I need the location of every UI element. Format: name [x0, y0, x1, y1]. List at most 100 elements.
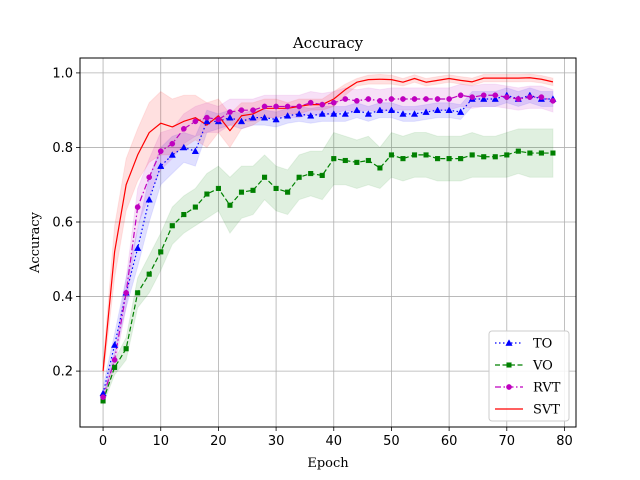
- marker-to: [387, 106, 396, 113]
- marker-rvt: [330, 99, 337, 106]
- marker-rvt: [227, 109, 233, 115]
- marker-vo: [365, 157, 371, 164]
- marker-to: [226, 113, 234, 121]
- marker-vo: [262, 174, 268, 180]
- marker-vo: [504, 152, 510, 158]
- marker-rvt: [238, 107, 245, 114]
- marker-rvt: [169, 140, 176, 147]
- legend-label-rvt: RVT: [533, 381, 561, 396]
- marker-to: [145, 195, 153, 203]
- axis-ticks: 0 10 20 30 40 50 60 70 80 0.2 0.4 0.6 0.8 1.0: [52, 66, 572, 449]
- legend-label-svt: SVT: [533, 403, 560, 418]
- legend-label-vo: VO: [532, 359, 553, 374]
- marker-to: [157, 162, 165, 169]
- marker-to: [341, 110, 349, 117]
- marker-rvt: [503, 94, 510, 100]
- marker-to: [260, 113, 269, 121]
- y-tick-label: 0.8: [52, 141, 73, 156]
- marker-to: [491, 95, 499, 102]
- legend-marker-vo: [506, 362, 512, 368]
- marker-to: [249, 113, 257, 121]
- marker-vo: [285, 189, 291, 195]
- marker-vo: [308, 170, 314, 177]
- marker-vo: [458, 156, 464, 162]
- marker-rvt: [100, 394, 106, 401]
- legend: TO VO RVT SVT: [488, 330, 570, 422]
- marker-vo: [446, 156, 452, 162]
- marker-rvt: [550, 98, 556, 104]
- marker-rvt: [296, 103, 303, 110]
- marker-vo: [550, 150, 556, 156]
- marker-vo: [250, 187, 256, 193]
- marker-rvt: [157, 148, 164, 155]
- marker-to: [295, 110, 303, 117]
- band-rvt: [102, 83, 554, 402]
- legend-marker-to: [505, 339, 513, 346]
- marker-rvt: [284, 103, 291, 110]
- marker-rvt: [515, 96, 522, 102]
- marker-to: [376, 106, 384, 113]
- x-tick-label: 40: [325, 434, 342, 449]
- marker-rvt: [388, 96, 395, 102]
- marker-vo: [146, 271, 152, 277]
- marker-to: [272, 115, 280, 123]
- marker-rvt: [273, 103, 279, 110]
- marker-vo: [342, 157, 348, 164]
- marker-vo: [527, 150, 533, 156]
- marker-rvt: [307, 99, 314, 106]
- marker-vo: [377, 165, 383, 171]
- marker-to: [399, 110, 407, 117]
- marker-to: [480, 95, 488, 102]
- x-axis-label: Epoch: [307, 456, 349, 471]
- marker-to: [353, 106, 361, 113]
- series-line-rvt: [102, 94, 554, 398]
- y-tick-label: 0.6: [52, 216, 73, 231]
- x-tick-label: 60: [441, 434, 458, 449]
- marker-to: [203, 117, 211, 125]
- y-tick-label: 0.2: [52, 365, 73, 380]
- marker-to: [284, 112, 292, 119]
- x-tick-label: 0: [99, 434, 107, 449]
- marker-vo: [435, 156, 441, 162]
- marker-to: [307, 112, 315, 119]
- marker-to: [191, 147, 199, 154]
- x-tick-label: 30: [268, 434, 285, 449]
- marker-rvt: [111, 357, 118, 363]
- marker-rvt: [365, 96, 372, 102]
- marker-rvt: [527, 94, 533, 100]
- marker-vo: [169, 223, 175, 229]
- marker-rvt: [319, 101, 326, 108]
- marker-vo: [123, 346, 129, 352]
- marker-vo: [158, 249, 164, 255]
- marker-rvt: [411, 96, 418, 102]
- marker-vo: [388, 152, 394, 158]
- marker-rvt: [469, 94, 476, 100]
- marker-rvt: [377, 98, 383, 104]
- marker-rvt: [123, 289, 129, 296]
- marker-vo: [273, 185, 279, 192]
- marker-to: [110, 341, 119, 348]
- marker-to: [433, 106, 442, 113]
- marker-rvt: [146, 174, 153, 181]
- marker-vo: [135, 290, 141, 296]
- band-vo: [102, 128, 554, 405]
- band-to: [102, 87, 554, 402]
- marker-vo: [192, 204, 198, 210]
- marker-to: [410, 110, 419, 117]
- band-svt: [102, 73, 554, 379]
- marker-to: [168, 151, 176, 158]
- marker-rvt: [457, 92, 464, 99]
- marker-rvt: [492, 92, 499, 99]
- y-tick-label: 0.4: [52, 290, 73, 305]
- series-line-to: [102, 94, 553, 394]
- marker-vo: [423, 152, 429, 158]
- marker-to: [134, 244, 142, 251]
- marker-rvt: [434, 96, 441, 102]
- legend-marker-rvt: [506, 384, 512, 390]
- marker-to: [457, 108, 465, 115]
- marker-rvt: [538, 94, 545, 100]
- marker-vo: [227, 202, 233, 208]
- marker-rvt: [353, 98, 360, 104]
- confidence-bands: [102, 73, 554, 405]
